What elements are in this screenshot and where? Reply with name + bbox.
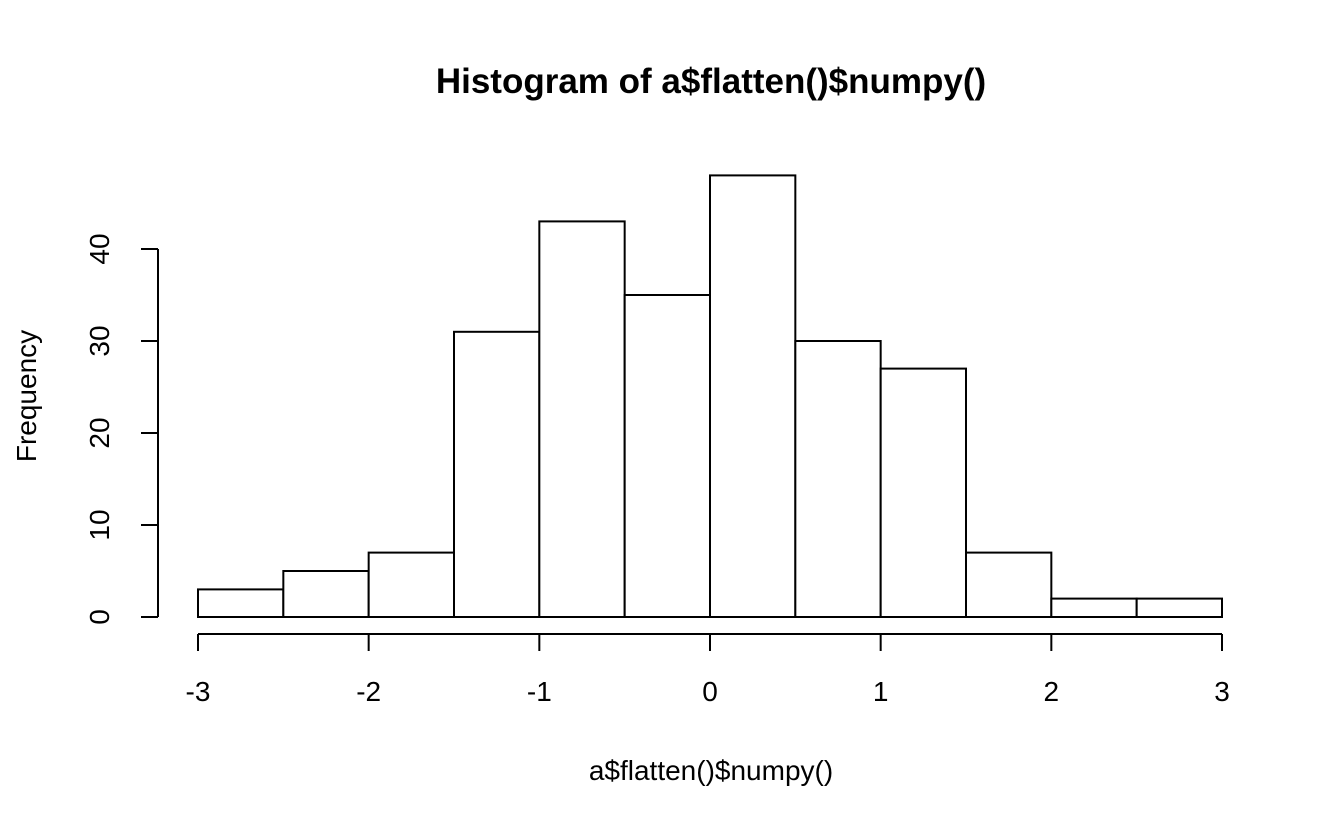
y-axis-label: Frequency bbox=[11, 330, 42, 462]
x-tick-label: -3 bbox=[186, 676, 211, 707]
histogram-bar bbox=[1050, 597, 1138, 618]
histogram-bar bbox=[879, 367, 968, 618]
histogram-bar bbox=[538, 220, 626, 618]
y-tick-label: 40 bbox=[84, 233, 115, 264]
x-tick-label: 1 bbox=[873, 676, 889, 707]
histogram-bar bbox=[794, 340, 882, 618]
histogram-bar bbox=[1135, 597, 1223, 618]
histogram-bar bbox=[367, 551, 455, 618]
histogram-bar bbox=[282, 570, 370, 618]
x-axis: -3 -2 -1 0 1 2 3 bbox=[186, 633, 1230, 707]
bars-group bbox=[197, 174, 1223, 619]
y-tick-label: 20 bbox=[84, 417, 115, 448]
chart-title: Histogram of a$flatten()$numpy() bbox=[436, 62, 986, 101]
x-tick-label: -2 bbox=[356, 676, 381, 707]
x-axis-label: a$flatten()$numpy() bbox=[589, 755, 833, 786]
histogram-bar bbox=[197, 588, 285, 619]
y-tick-label: 0 bbox=[84, 609, 115, 625]
x-tick-label: 3 bbox=[1214, 676, 1230, 707]
histogram-bar bbox=[709, 174, 797, 618]
x-tick-label: 2 bbox=[1044, 676, 1060, 707]
histogram-bar bbox=[453, 330, 541, 618]
x-tick-label: -1 bbox=[527, 676, 552, 707]
histogram-bar bbox=[965, 551, 1053, 618]
y-axis: 0 10 20 30 40 bbox=[84, 233, 159, 625]
y-tick-label: 30 bbox=[84, 325, 115, 356]
x-tick-label: 0 bbox=[702, 676, 718, 707]
y-tick-label: 10 bbox=[84, 509, 115, 540]
histogram-bar bbox=[623, 294, 712, 618]
